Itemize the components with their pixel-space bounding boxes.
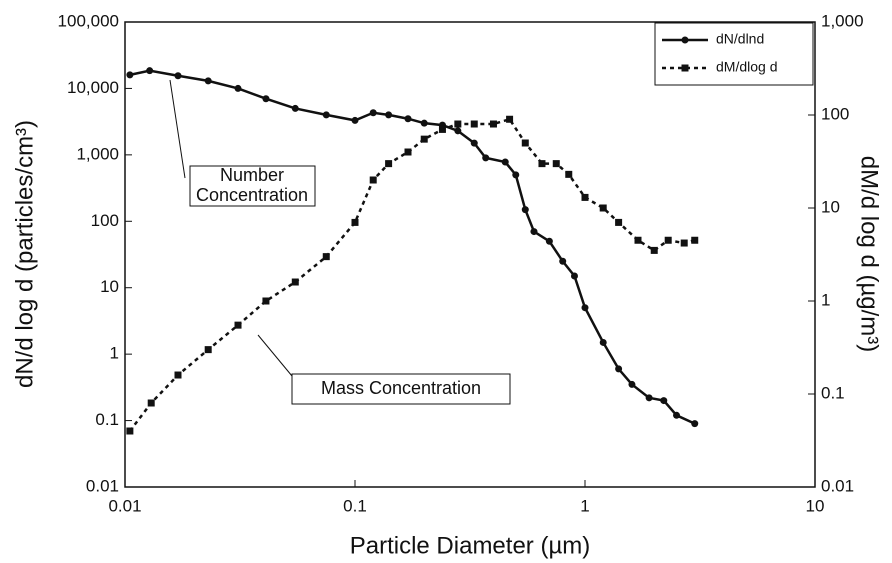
data-point [521,206,529,214]
y2-tick-label: 10 [821,197,840,216]
data-point [262,297,270,305]
data-point [454,127,462,135]
annotation: Number [220,165,284,185]
data-point [351,218,359,226]
data-point [234,321,242,329]
y2-tick-label: 1 [821,290,830,309]
y2-tick-label: 1,000 [821,11,864,30]
data-point [489,120,497,128]
data-point [385,160,393,168]
data-point [420,135,428,143]
data-point [291,104,299,112]
y2-tick-label: 0.01 [821,476,854,495]
legend-marker [681,64,689,72]
y-tick-label: 100,000 [58,11,119,30]
leader-line [257,334,293,377]
data-point [404,115,412,123]
data-point [204,77,212,85]
data-point [581,304,589,312]
legend-box [654,22,814,86]
y-tick-label: 100 [91,211,119,230]
annotation-box [189,165,316,207]
data-point [146,67,154,75]
data-point [565,170,573,178]
leader-line [169,79,186,179]
plot-frame [124,21,816,488]
data-point [234,84,242,92]
data-point [506,115,514,123]
data-point [615,218,623,226]
legend-label: dM/dlog d [716,59,777,75]
data-point [438,125,446,133]
y-tick-label: 0.1 [95,410,119,429]
data-point [262,95,270,103]
data-point [126,71,134,79]
data-point [673,411,681,419]
data-point [615,365,623,373]
y-tick-label: 1 [110,344,119,363]
data-point [404,148,412,156]
data-point [291,278,299,286]
data-point [650,246,658,254]
y-tick-label: 0.01 [86,476,119,495]
data-point [570,272,578,280]
data-point [369,109,377,117]
data-point [501,158,509,166]
series-line [128,117,696,432]
data-point [599,338,607,346]
data-point [420,119,428,127]
legend-label: dN/dlnd [716,31,764,47]
data-point [599,204,607,212]
data-point [482,154,490,162]
data-point [691,420,699,428]
x-tick-label: 10 [806,496,825,515]
data-point [369,176,377,184]
data-point [454,120,462,128]
data-point [664,236,672,244]
y2-tick-label: 0.1 [821,383,845,402]
x-tick-label: 0.01 [108,496,141,515]
y-tick-label: 1,000 [76,144,119,163]
data-point [581,193,589,201]
y2-axis-title: dM/d log d (µg/m³) [856,156,883,353]
data-point [691,236,699,244]
data-point [530,228,538,236]
data-point [559,257,567,265]
data-point [552,160,560,168]
legend-marker [681,36,689,44]
series-line [129,69,696,425]
y2-tick-label: 100 [821,104,849,123]
data-point [512,171,520,179]
data-point [147,399,155,407]
x-tick-label: 0.1 [343,496,367,515]
annotation-box [291,373,511,405]
data-point [680,239,688,247]
data-point [634,236,642,244]
x-axis-title: Particle Diameter (µm) [350,532,591,559]
data-point [351,116,359,124]
data-point [322,253,330,261]
data-point [322,111,330,119]
data-point [174,72,182,80]
data-point [521,139,529,147]
data-point [470,120,478,128]
data-point [660,397,668,405]
data-point [470,139,478,147]
data-point [545,237,553,245]
y-tick-label: 10 [100,277,119,296]
data-point [538,160,546,168]
data-point [645,394,653,402]
annotation: Mass Concentration [321,378,481,398]
y-axis-title: dN/d log d (particles/cm³) [11,120,38,388]
x-tick-label: 1 [580,496,589,515]
data-point [385,111,393,119]
data-point [174,371,182,379]
data-point [628,380,636,388]
data-point [204,346,212,354]
data-point [126,427,134,435]
y-tick-label: 10,000 [67,78,119,97]
annotation: Concentration [196,185,308,205]
